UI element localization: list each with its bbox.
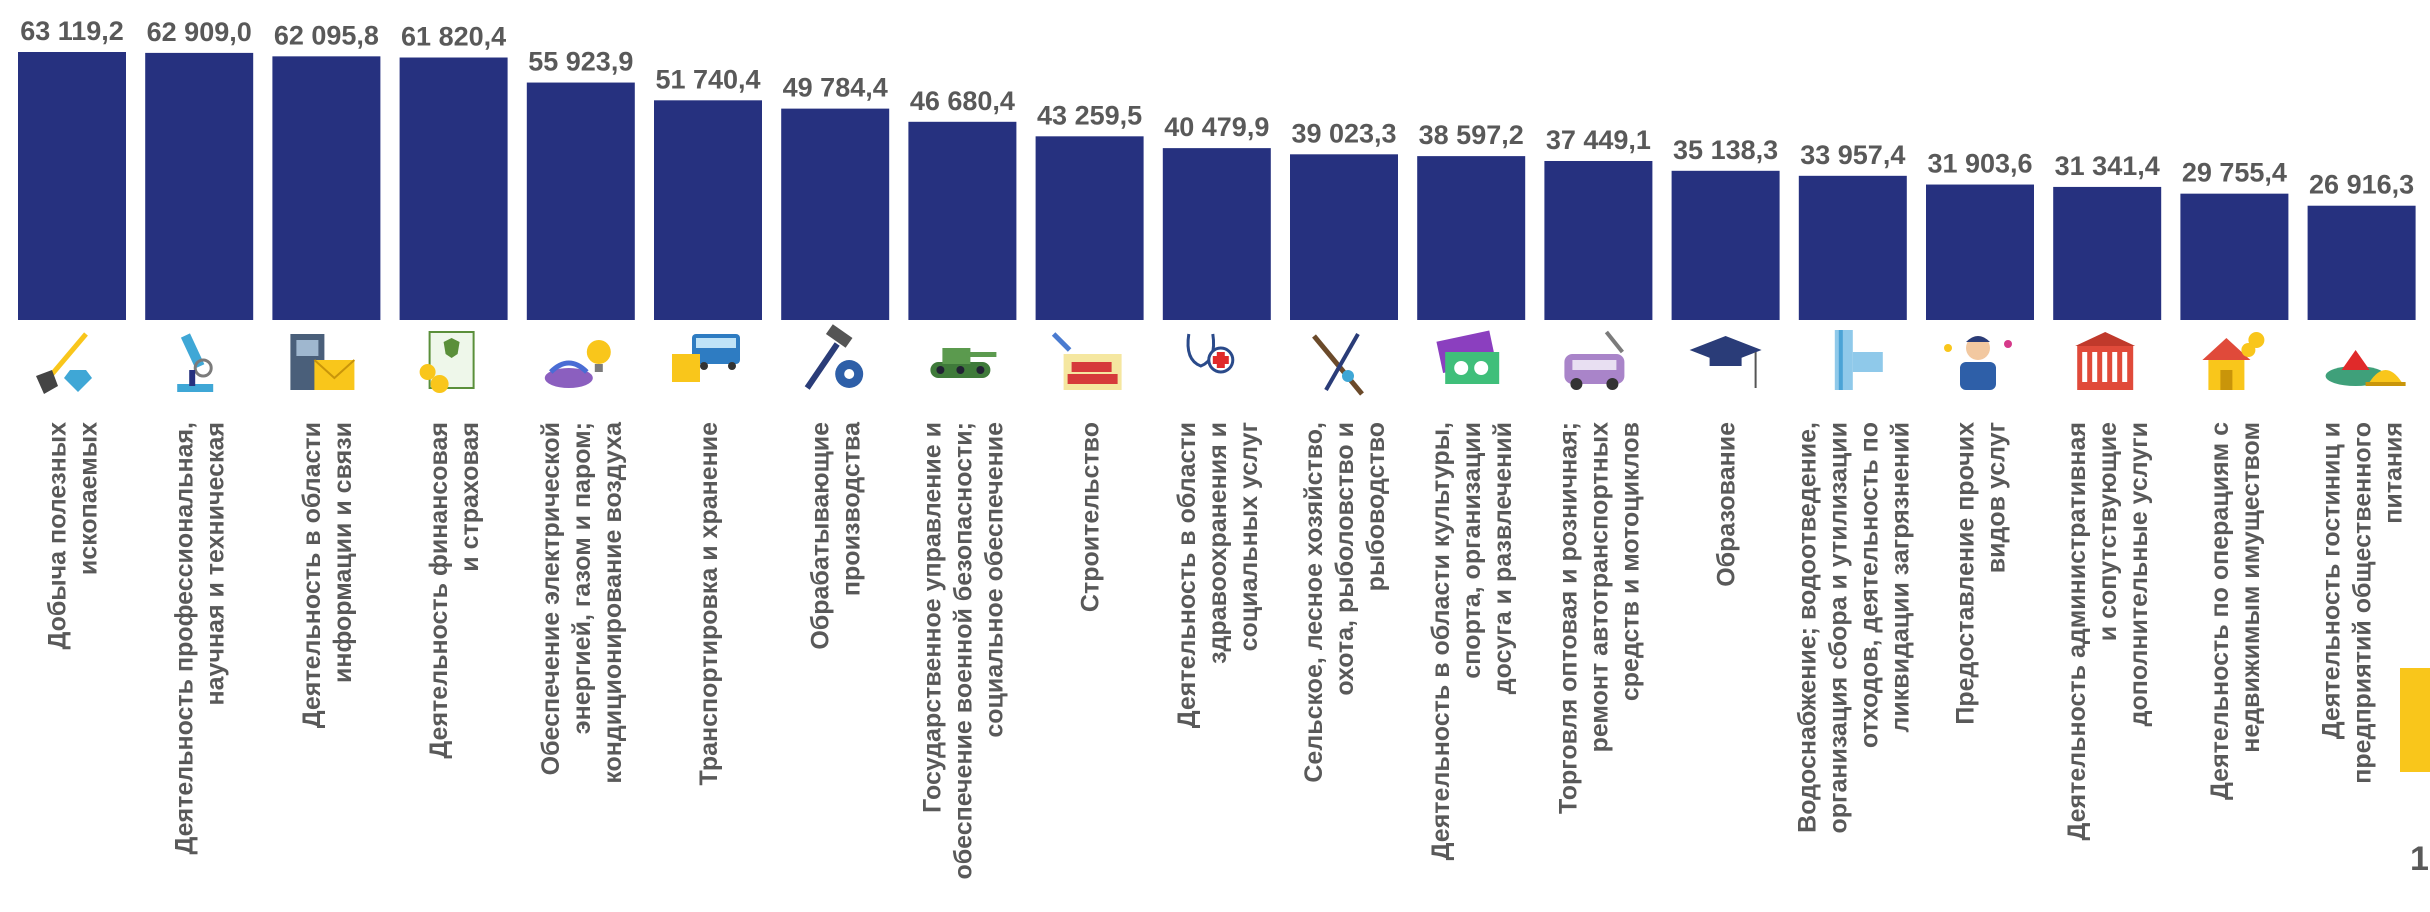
house-coins-icon xyxy=(2202,332,2265,390)
bar-16 xyxy=(1926,184,2034,320)
value-label-8: 46 680,4 xyxy=(910,86,1015,116)
bar-12 xyxy=(1417,156,1526,320)
hammer-gear-icon xyxy=(804,324,864,390)
stethoscope-icon xyxy=(1186,333,1235,374)
category-label-18: Деятельность по операциям с недвижимым им… xyxy=(2206,422,2265,800)
value-label-14: 35 138,3 xyxy=(1673,135,1778,165)
value-label-12: 38 597,2 xyxy=(1419,120,1524,150)
bus-box-icon xyxy=(672,334,740,382)
bar-6 xyxy=(654,100,762,320)
dish-cloche-icon xyxy=(2325,350,2406,386)
fishing-rod-rifle-icon xyxy=(1312,333,1364,396)
value-label-10: 40 479,9 xyxy=(1164,112,1269,142)
water-pipe-icon xyxy=(1834,330,1883,390)
category-label-5: Обеспечение электрической энергией, газом… xyxy=(537,421,627,784)
category-labels-group: Добыча полезных ископаемых Деятельность пр… xyxy=(44,421,2408,880)
bar-19 xyxy=(2307,205,2416,320)
bar-2 xyxy=(145,52,254,321)
category-label-7: Обрабатывающие производства xyxy=(807,421,866,650)
accent-decoration-bar xyxy=(2400,668,2430,772)
value-label-6: 51 740,4 xyxy=(655,64,760,94)
graduation-cap-icon xyxy=(1689,336,1762,388)
value-label-18: 29 755,4 xyxy=(2182,158,2287,188)
value-label-19: 26 916,3 xyxy=(2309,170,2414,200)
category-label-3: Деятельность в области информации и связи xyxy=(298,422,357,728)
category-label-12: Деятельность в области культуры, спорта, … xyxy=(1427,422,1517,860)
value-label-17: 31 341,4 xyxy=(2055,151,2160,181)
bars-group xyxy=(18,52,2416,321)
bar-7 xyxy=(781,108,890,321)
shovel-gem-icon xyxy=(36,332,92,394)
category-label-13: Торговля оптовая и розничная; ремонт авто… xyxy=(1554,422,1644,814)
category-label-9: Строительство xyxy=(1077,422,1105,612)
category-label-2: Деятельность профессиональная, научная и … xyxy=(171,422,230,855)
bar-8 xyxy=(908,121,1017,321)
value-label-13: 37 449,1 xyxy=(1546,125,1651,155)
service-person-icon xyxy=(1944,336,2012,390)
value-label-7: 49 784,4 xyxy=(783,73,888,103)
gas-burner-lightbulb-icon xyxy=(544,340,611,388)
category-label-16: Предоставление прочих видов услуг xyxy=(1952,422,2011,725)
bar-13 xyxy=(1544,160,1653,320)
bar-3 xyxy=(272,56,381,321)
document-coins-icon xyxy=(419,331,475,393)
tank-icon xyxy=(930,348,997,378)
value-label-2: 62 909,0 xyxy=(147,17,252,47)
bar-10 xyxy=(1162,148,1271,320)
category-label-6: Транспортировка и хранение xyxy=(695,422,723,786)
category-label-14: Образование xyxy=(1713,422,1741,587)
bar-4 xyxy=(399,57,508,321)
category-label-17: Деятельность административная и сопутству… xyxy=(2063,422,2153,841)
value-label-16: 31 903,6 xyxy=(1927,149,2032,179)
bricks-trowel-icon xyxy=(1051,332,1122,390)
phone-envelope-icon xyxy=(290,334,356,390)
value-label-1: 63 119,2 xyxy=(20,16,124,46)
value-label-5: 55 923,9 xyxy=(528,47,633,77)
microscope-icon xyxy=(177,333,214,392)
value-label-3: 62 095,8 xyxy=(274,20,379,50)
bar-14 xyxy=(1671,170,1780,320)
bar-5 xyxy=(526,82,635,320)
tickets-icon xyxy=(1436,330,1500,384)
bar-15 xyxy=(1798,175,1907,320)
category-label-1: Добыча полезных ископаемых xyxy=(44,422,103,650)
bar-9 xyxy=(1035,136,1144,320)
value-label-9: 43 259,5 xyxy=(1037,100,1142,130)
category-label-11: Сельское, лесное хозяйство, охота, рыболо… xyxy=(1300,422,1390,783)
category-label-8: Государственное управление и обеспечение … xyxy=(918,422,1008,880)
value-labels-group: 63 119,2 62 909,0 62 095,8 61 820,4 55 923,9… xyxy=(20,16,2414,200)
value-label-15: 33 957,4 xyxy=(1800,140,1905,170)
category-icons-group xyxy=(36,324,2406,396)
bar-11 xyxy=(1290,154,1398,320)
government-building-icon xyxy=(2075,332,2136,390)
value-label-4: 61 820,4 xyxy=(401,22,506,52)
category-label-19: Деятельность гостиниц и предприятий общес… xyxy=(2318,422,2408,784)
bar-17 xyxy=(2053,186,2162,320)
category-label-15: Водоснабжение; водоотведение, организация… xyxy=(1793,422,1914,834)
car-wrench-icon xyxy=(1564,330,1625,390)
page-number: 1 xyxy=(2410,840,2429,878)
value-label-11: 39 023,3 xyxy=(1291,118,1396,148)
bar-18 xyxy=(2180,193,2289,320)
category-label-4: Деятельность финансовая и страховая xyxy=(425,422,484,759)
bar-1 xyxy=(18,52,126,320)
